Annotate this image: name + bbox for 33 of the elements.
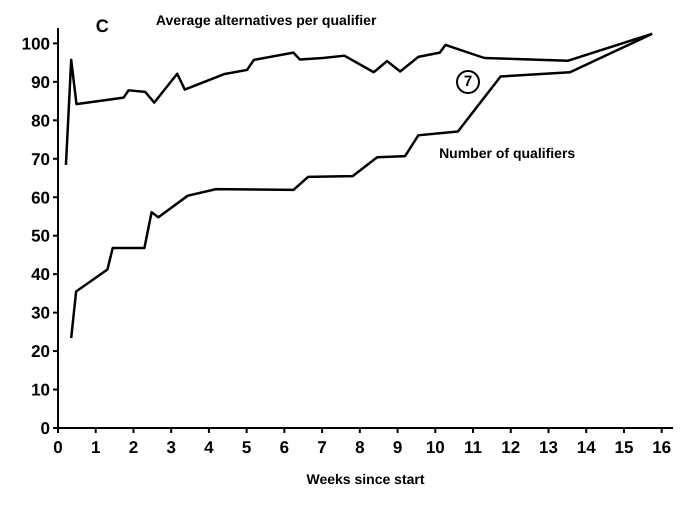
x-tick-label: 14 <box>576 438 596 458</box>
x-tick-label: 12 <box>501 438 520 458</box>
y-tick-label: 80 <box>31 111 50 130</box>
y-tick-label: 90 <box>31 72 50 92</box>
x-tick-label: 9 <box>392 438 402 458</box>
x-tick-label: 13 <box>539 438 558 458</box>
x-tick-label: 15 <box>614 438 634 458</box>
x-tick-label: 16 <box>652 438 672 458</box>
y-tick-label: 100 <box>22 34 50 54</box>
y-tick-label: 60 <box>31 188 50 208</box>
series-label: Number of qualifiers <box>439 145 576 162</box>
x-tick-label: 10 <box>426 438 445 458</box>
x-tick-label: 4 <box>204 438 214 458</box>
x-tick-label: 6 <box>280 438 290 458</box>
x-tick-label: 7 <box>317 438 327 458</box>
y-tick-label: 10 <box>31 380 50 400</box>
annotation: 7 <box>456 70 480 94</box>
x-tick-label: 3 <box>166 438 176 458</box>
y-tick-label: 70 <box>31 150 50 169</box>
y-tick-label: 0 <box>40 419 50 438</box>
text: Average alternatives per qualifier <box>156 12 376 28</box>
y-tick-label: 50 <box>31 226 50 246</box>
x-tick-label: 2 <box>128 438 138 458</box>
y-tick-label: 40 <box>31 265 50 284</box>
x-tick-label: 8 <box>355 438 365 458</box>
x-axis-title: Weeks since start <box>306 471 425 487</box>
annotation: C <box>96 16 109 37</box>
x-tick-label: 1 <box>90 438 100 458</box>
y-tick-label: 20 <box>31 342 50 362</box>
x-tick-label: 0 <box>53 438 63 458</box>
y-tick-label: 30 <box>31 304 50 323</box>
x-tick-label: 5 <box>242 438 252 458</box>
x-tick-label: 11 <box>464 438 482 458</box>
